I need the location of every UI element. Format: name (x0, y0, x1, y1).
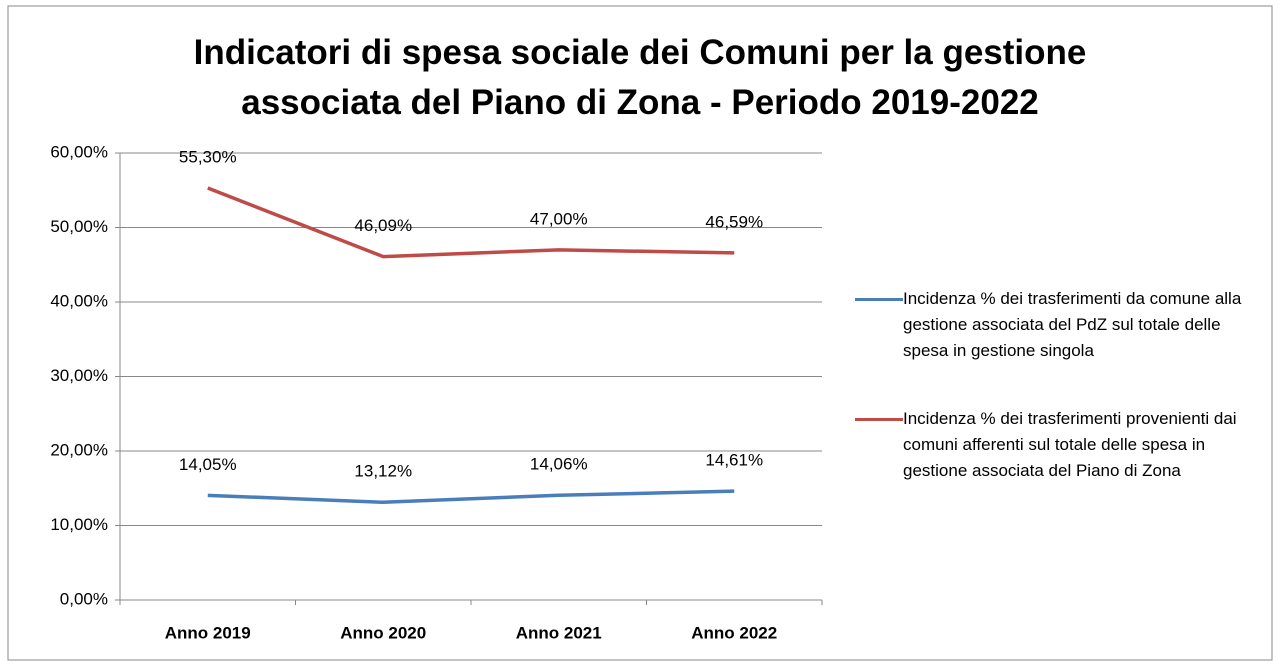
y-tick-label: 40,00% (50, 291, 108, 310)
y-tick-label: 30,00% (50, 366, 108, 385)
x-tick-label: Anno 2022 (691, 623, 777, 642)
data-label: 13,12% (354, 462, 412, 481)
data-label: 14,61% (705, 451, 763, 470)
chart-frame (7, 5, 1273, 661)
legend-swatch (855, 418, 903, 421)
data-label: 55,30% (179, 147, 237, 166)
x-tick-label: Anno 2020 (340, 623, 426, 642)
y-tick-label: 0,00% (60, 589, 108, 608)
y-tick-label: 50,00% (50, 217, 108, 236)
data-label: 46,09% (354, 216, 412, 235)
data-label: 14,06% (530, 455, 588, 474)
line-series (207, 186, 735, 259)
line-series (207, 489, 735, 505)
legend-entry: Incidenza % dei trasferimenti da comune … (855, 286, 1265, 364)
x-tick-label: Anno 2019 (165, 623, 251, 642)
legend-label: Incidenza % dei trasferimenti da comune … (903, 289, 1242, 360)
data-label: 14,05% (179, 455, 237, 474)
y-tick-label: 60,00% (50, 142, 108, 161)
data-label: 47,00% (530, 209, 588, 228)
legend-label: Incidenza % dei trasferimenti provenient… (903, 409, 1237, 480)
chart-title: Indicatori di spesa sociale dei Comuni p… (193, 33, 1087, 122)
x-tick-label: Anno 2021 (516, 623, 602, 642)
y-tick-label: 20,00% (50, 440, 108, 459)
data-label: 46,59% (705, 212, 763, 231)
legend-swatch (855, 298, 903, 301)
legend-entry: Incidenza % dei trasferimenti provenient… (855, 406, 1265, 484)
y-tick-label: 10,00% (50, 515, 108, 534)
